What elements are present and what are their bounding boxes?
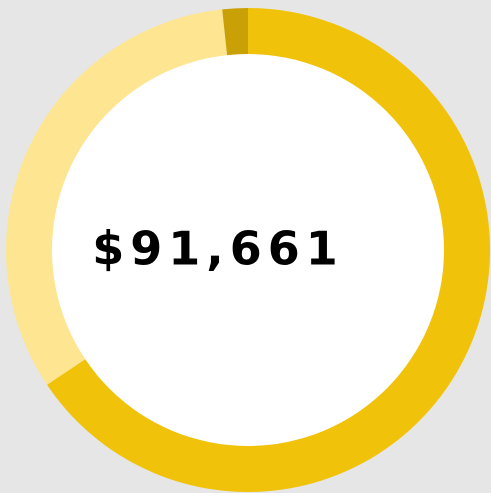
donut-hole xyxy=(52,54,444,446)
center-label: $91,661 xyxy=(92,222,344,276)
